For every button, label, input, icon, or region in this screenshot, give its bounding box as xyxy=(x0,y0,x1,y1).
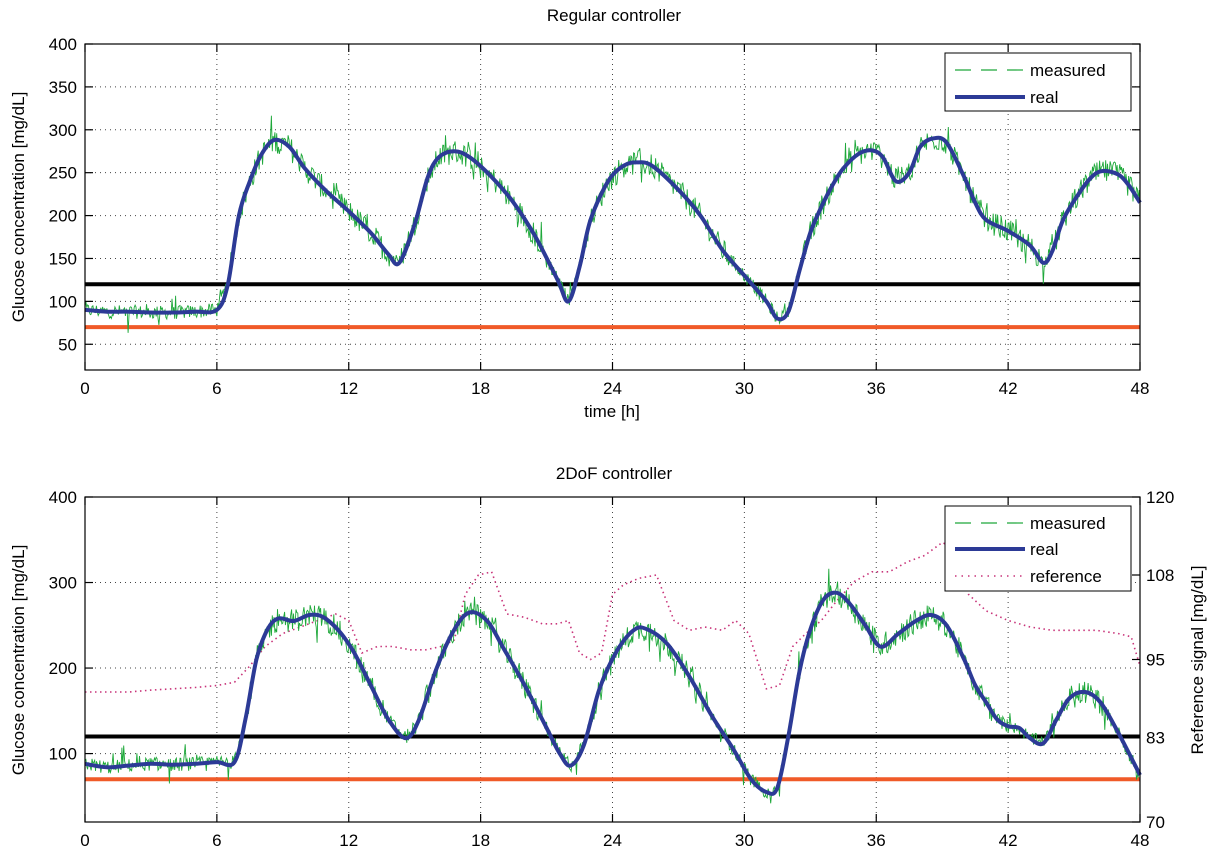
x-tick-labels: 0 6 12 18 24 30 36 42 48 xyxy=(80,379,1149,398)
legend-label-real: real xyxy=(1030,88,1058,107)
legend: measured real xyxy=(944,52,1132,112)
x-tick-label: 30 xyxy=(735,831,754,850)
chart-2dof-controller: 2DoF controller 0 6 12 18 24 30 36 42 48 100 200 3… xyxy=(9,464,1207,850)
y-tick-label: 250 xyxy=(49,164,77,183)
y-tick-label: 300 xyxy=(49,121,77,140)
y-tick-label: 150 xyxy=(49,249,77,268)
x-tick-label: 0 xyxy=(80,831,89,850)
y2-tick-labels: 70 83 95 108 120 xyxy=(1146,488,1174,832)
y-tick-label: 100 xyxy=(49,745,77,764)
y-axis-label: Glucose concentration [mg/dL] xyxy=(9,545,28,776)
legend-label-measured: measured xyxy=(1030,61,1106,80)
x-tick-label: 36 xyxy=(867,831,886,850)
limit-lines xyxy=(85,734,1140,782)
x-axis-label: time [h] xyxy=(584,402,640,421)
series-measured xyxy=(84,568,1141,804)
legend-label-real: real xyxy=(1030,540,1058,559)
y2-tick-label: 70 xyxy=(1146,813,1165,832)
y-tick-labels: 50 100 150 200 250 300 350 400 xyxy=(49,35,77,354)
legend-label-reference: reference xyxy=(1030,567,1102,586)
y-tick-label: 200 xyxy=(49,659,77,678)
x-tick-label: 18 xyxy=(471,831,490,850)
y-tick-label: 50 xyxy=(58,335,77,354)
series-lines xyxy=(84,115,1142,333)
y2-tick-label: 95 xyxy=(1146,651,1165,670)
x-tick-label: 6 xyxy=(212,831,221,850)
x-tick-label: 24 xyxy=(603,379,622,398)
series-reference xyxy=(85,541,1141,693)
chart-title: 2DoF controller xyxy=(556,464,673,483)
x-tick-label: 48 xyxy=(1131,831,1150,850)
y-axis-label: Glucose concentration [mg/dL] xyxy=(9,92,28,323)
x-tick-label: 18 xyxy=(471,379,490,398)
x-tick-label: 6 xyxy=(212,379,221,398)
y2-tick-label: 83 xyxy=(1146,729,1165,748)
x-tick-label: 42 xyxy=(999,831,1018,850)
series-lines xyxy=(84,541,1142,804)
y-tick-label: 400 xyxy=(49,35,77,54)
chart-title: Regular controller xyxy=(547,6,682,25)
y-tick-label: 300 xyxy=(49,574,77,593)
series-real xyxy=(84,135,1142,322)
y-tick-label: 100 xyxy=(49,292,77,311)
y2-tick-label: 120 xyxy=(1146,488,1174,507)
legend: measured real reference xyxy=(944,505,1132,592)
x-tick-label: 42 xyxy=(999,379,1018,398)
chart-regular-controller: Regular controller 0 6 12 18 24 30 36 42 48 50 10… xyxy=(9,6,1149,421)
ticks xyxy=(84,43,1141,370)
limit-lines xyxy=(85,282,1140,330)
x-tick-label: 12 xyxy=(339,831,358,850)
ticks xyxy=(84,496,1141,823)
y-tick-labels: 100 200 300 400 xyxy=(49,488,77,764)
series-real xyxy=(84,590,1142,796)
x-tick-label: 24 xyxy=(603,831,622,850)
x-tick-labels: 0 6 12 18 24 30 36 42 48 xyxy=(80,831,1149,850)
x-tick-label: 0 xyxy=(80,379,89,398)
x-tick-label: 36 xyxy=(867,379,886,398)
grid xyxy=(85,44,1140,370)
y-tick-label: 200 xyxy=(49,207,77,226)
y-tick-label: 400 xyxy=(49,488,77,507)
y2-tick-label: 108 xyxy=(1146,566,1174,585)
y2-axis-label: Reference signal [mg/dL] xyxy=(1188,566,1207,755)
x-tick-label: 48 xyxy=(1131,379,1150,398)
y-tick-label: 350 xyxy=(49,78,77,97)
legend-label-measured: measured xyxy=(1030,514,1106,533)
x-tick-label: 30 xyxy=(735,379,754,398)
legend-box xyxy=(944,52,1132,112)
x-tick-label: 12 xyxy=(339,379,358,398)
